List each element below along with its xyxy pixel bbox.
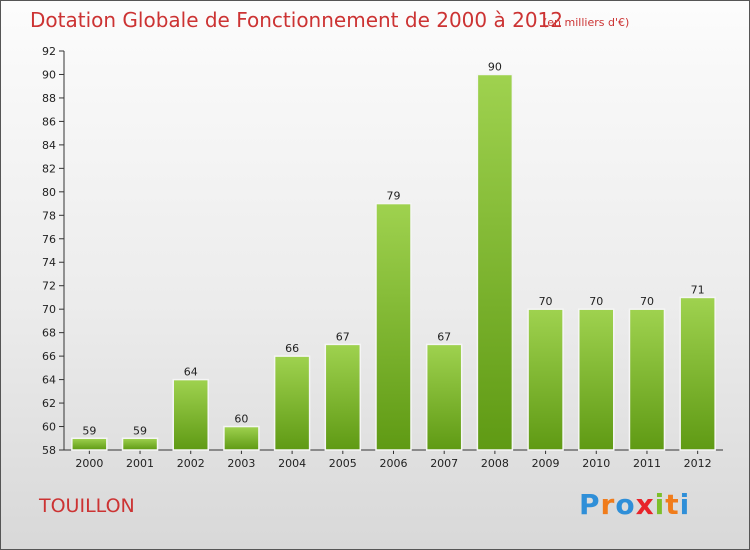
y-tick-label: 58: [42, 444, 56, 457]
bar: [121, 437, 159, 451]
logo-letter: t: [665, 488, 680, 521]
bar-value-label: 64: [184, 366, 198, 379]
logo-letter: i: [654, 488, 666, 521]
bar-value-label: 59: [82, 424, 96, 437]
logo-letter: x: [635, 488, 655, 521]
bar: [628, 308, 666, 451]
bar: [71, 437, 108, 451]
y-tick-label: 88: [42, 92, 56, 105]
bar: [172, 378, 209, 451]
chart-subtitle: (en milliers d'€): [543, 16, 630, 29]
bar: [578, 308, 615, 451]
chart-title: Dotation Globale de Fonctionnement de 20…: [30, 8, 563, 32]
bar-value-label: 79: [387, 190, 401, 203]
x-tick-label: 2004: [278, 457, 306, 470]
bar-value-label: 70: [640, 295, 654, 308]
y-tick-label: 70: [42, 303, 56, 316]
bar: [476, 73, 514, 451]
logo-letter: r: [600, 488, 616, 521]
y-tick-label: 68: [42, 327, 56, 340]
y-tick-label: 64: [42, 374, 56, 387]
x-tick-label: 2009: [532, 457, 560, 470]
logo-letter: P: [579, 488, 601, 521]
bar: [324, 343, 362, 451]
commune-name: TOUILLON: [39, 495, 135, 517]
x-tick-label: 2003: [227, 457, 255, 470]
x-tick-label: 2010: [582, 457, 610, 470]
y-tick-label: 74: [42, 256, 56, 269]
x-tick-label: 2000: [75, 457, 103, 470]
bar-value-label: 90: [488, 60, 502, 73]
y-tick-label: 84: [42, 139, 56, 152]
y-tick-label: 60: [42, 421, 56, 434]
x-tick-label: 2002: [177, 457, 205, 470]
y-tick-label: 78: [42, 209, 56, 222]
bar-value-label: 66: [285, 342, 299, 355]
x-tick-label: 2001: [126, 457, 154, 470]
bar: [375, 202, 412, 451]
bar-value-label: 70: [539, 295, 553, 308]
bar-value-label: 67: [336, 330, 350, 343]
bar-value-label: 70: [589, 295, 603, 308]
y-tick-label: 66: [42, 350, 56, 363]
bar: [527, 308, 564, 451]
x-tick-label: 2011: [633, 457, 661, 470]
y-tick-label: 86: [42, 115, 56, 128]
x-tick-label: 2008: [481, 457, 509, 470]
bar-value-label: 59: [133, 424, 147, 437]
bar-value-label: 71: [691, 283, 705, 296]
y-tick-label: 90: [42, 68, 56, 81]
y-tick-label: 72: [42, 280, 56, 293]
logo-letter: o: [615, 488, 636, 521]
y-tick-label: 92: [42, 45, 56, 58]
y-tick-label: 82: [42, 162, 56, 175]
x-tick-label: 2007: [430, 457, 458, 470]
bar-value-label: 67: [437, 330, 451, 343]
x-tick-label: 2012: [684, 457, 712, 470]
proxiti-logo[interactable]: Proxiti: [579, 488, 690, 521]
logo-letter: i: [679, 488, 691, 521]
bar: [679, 296, 716, 451]
x-tick-label: 2005: [329, 457, 357, 470]
y-tick-label: 76: [42, 233, 56, 246]
bar: [425, 343, 463, 451]
bar: [273, 355, 311, 451]
y-tick-label: 80: [42, 186, 56, 199]
y-tick-label: 62: [42, 397, 56, 410]
bar: [223, 425, 260, 451]
x-tick-label: 2006: [380, 457, 408, 470]
bar-value-label: 60: [234, 413, 248, 426]
